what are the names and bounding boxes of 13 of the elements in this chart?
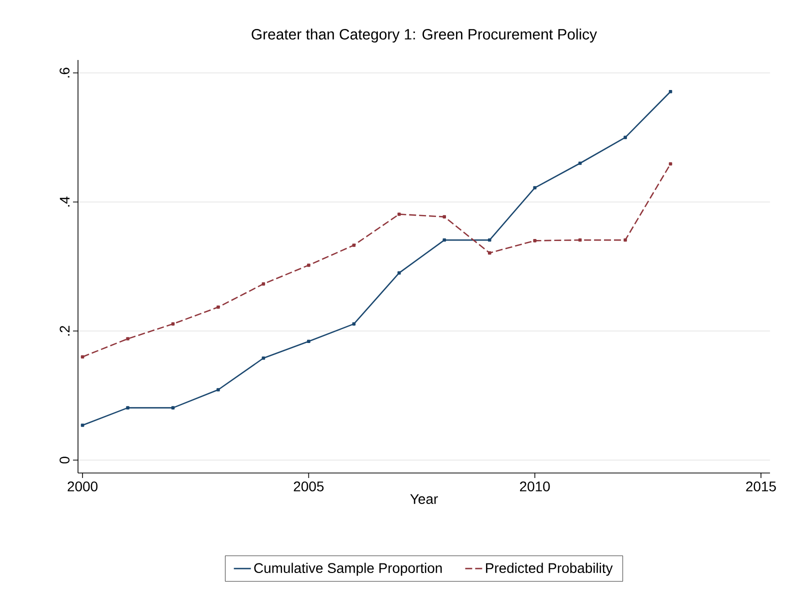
y-tick-label: .4 bbox=[60, 196, 70, 207]
y-tick-label: .2 bbox=[60, 326, 70, 336]
x-tick-label: 2005 bbox=[294, 481, 324, 492]
y-tick-label: .6 bbox=[60, 68, 70, 78]
chart-title: Greater than Category 1: Green Procurement Policy bbox=[252, 28, 597, 43]
legend-label: Predicted Probability bbox=[486, 562, 613, 576]
point bbox=[624, 136, 627, 140]
x-tick-label: 2000 bbox=[68, 481, 98, 492]
x-tick-label: 2010 bbox=[520, 481, 550, 492]
x-axis-title: Year bbox=[410, 494, 438, 504]
legend-label: Cumulative Sample Proportion bbox=[254, 562, 442, 576]
x-tick-label: 2015 bbox=[746, 481, 776, 492]
y-tick-label: 0 bbox=[60, 456, 70, 464]
